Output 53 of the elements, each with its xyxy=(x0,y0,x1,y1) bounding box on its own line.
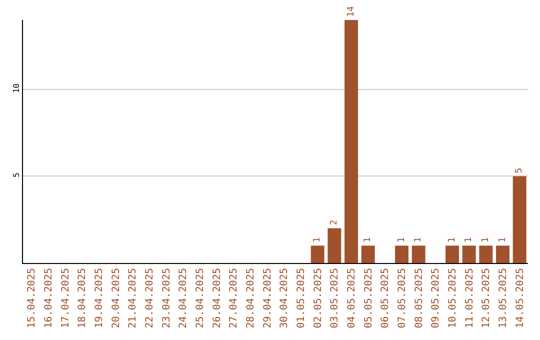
data-label: 5 xyxy=(514,168,525,174)
data-label: 1 xyxy=(312,237,323,243)
x-tick-label: 27.04.2025 xyxy=(228,268,240,328)
data-label: 1 xyxy=(363,237,374,243)
data-label: 1 xyxy=(414,237,424,243)
x-tick-label: 15.04.2025 xyxy=(26,268,38,328)
x-tick-label: 14.05.2025 xyxy=(514,268,526,328)
x-tick-label: 22.04.2025 xyxy=(144,268,156,328)
x-tick-label: 04.05.2025 xyxy=(346,268,358,328)
x-tick-label: 23.04.2025 xyxy=(161,268,172,328)
data-label: 1 xyxy=(464,237,474,243)
bar xyxy=(479,246,493,263)
x-tick-label: 03.05.2025 xyxy=(330,268,341,328)
data-label: 1 xyxy=(396,237,407,243)
bar xyxy=(512,176,526,263)
bar xyxy=(328,228,342,263)
x-tick-label: 26.04.2025 xyxy=(212,268,223,328)
x-tick-label: 11.05.2025 xyxy=(464,268,476,328)
data-label: 1 xyxy=(480,237,491,243)
x-tick-label: 05.05.2025 xyxy=(363,268,374,328)
x-tick-label: 19.04.2025 xyxy=(94,268,105,328)
data-label: 2 xyxy=(329,220,340,226)
bar xyxy=(344,20,358,263)
x-tick-label: 18.04.2025 xyxy=(77,268,88,328)
data-label: 1 xyxy=(447,237,458,243)
x-tick-label: 07.05.2025 xyxy=(397,268,408,328)
x-tick-label: 21.04.2025 xyxy=(128,268,139,328)
x-tick-label: 08.05.2025 xyxy=(414,268,425,328)
x-tick-label: 09.05.2025 xyxy=(430,268,442,328)
bar xyxy=(496,246,510,263)
x-tick-label: 10.05.2025 xyxy=(448,268,458,328)
y-tick-label: 10 xyxy=(12,83,21,94)
x-tick-label: 16.04.2025 xyxy=(44,268,54,328)
x-tick-label: 28.04.2025 xyxy=(246,268,256,328)
bar xyxy=(310,246,324,263)
x-tick-label: 17.04.2025 xyxy=(60,268,72,328)
x-tick-label: 13.05.2025 xyxy=(498,268,509,328)
x-tick-label: 30.04.2025 xyxy=(279,268,290,328)
data-label: 1 xyxy=(498,237,508,243)
bar xyxy=(361,246,375,263)
x-tick-label: 02.05.2025 xyxy=(312,268,324,328)
data-label: 14 xyxy=(346,6,356,17)
x-tick-label: 20.04.2025 xyxy=(110,268,122,328)
x-tick-label: 12.05.2025 xyxy=(481,268,492,328)
x-tick-label: 29.04.2025 xyxy=(262,268,274,328)
x-tick-label: 01.05.2025 xyxy=(296,268,307,328)
bar xyxy=(446,246,459,263)
bar xyxy=(412,246,426,263)
x-tick-label: 24.04.2025 xyxy=(178,268,190,328)
bar xyxy=(462,246,476,263)
x-tick-label: 25.04.2025 xyxy=(195,268,206,328)
x-tick-label: 06.05.2025 xyxy=(380,268,392,328)
bar xyxy=(395,246,408,263)
